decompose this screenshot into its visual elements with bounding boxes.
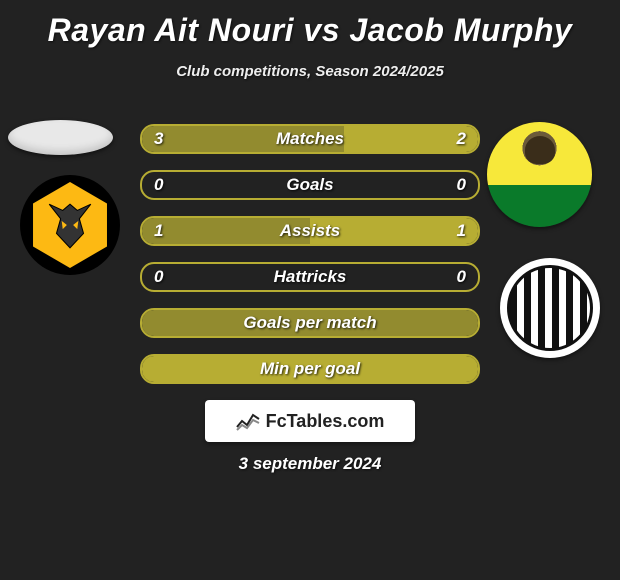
wolf-head-icon [44,198,96,250]
stat-label: Matches [142,126,478,152]
stat-label: Goals per match [142,310,478,336]
newcastle-icon [507,265,593,351]
date-text: 3 september 2024 [0,454,620,474]
player-right-avatar [487,122,592,227]
comparison-card: Rayan Ait Nouri vs Jacob Murphy Club com… [0,0,620,580]
stat-row: 32Matches [140,124,480,154]
club-left-badge [20,175,120,275]
wolves-icon [27,182,113,268]
stat-row: Min per goal [140,354,480,384]
brand-box[interactable]: FcTables.com [205,400,415,442]
stats-list: 32Matches 00Goals 11Assists 00Hattricks Goal… [140,124,480,400]
stat-label: Goals [142,172,478,198]
stat-row: 11Assists [140,216,480,246]
stat-row: 00Goals [140,170,480,200]
stat-label: Min per goal [142,356,478,382]
page-title: Rayan Ait Nouri vs Jacob Murphy [0,0,620,49]
fctables-icon [236,411,260,431]
brand-text: FcTables.com [266,411,385,432]
club-right-badge [500,258,600,358]
subtitle: Club competitions, Season 2024/2025 [0,63,620,80]
stat-label: Assists [142,218,478,244]
stat-row: 00Hattricks [140,262,480,292]
stat-row: Goals per match [140,308,480,338]
stat-label: Hattricks [142,264,478,290]
player-left-avatar [8,120,113,155]
